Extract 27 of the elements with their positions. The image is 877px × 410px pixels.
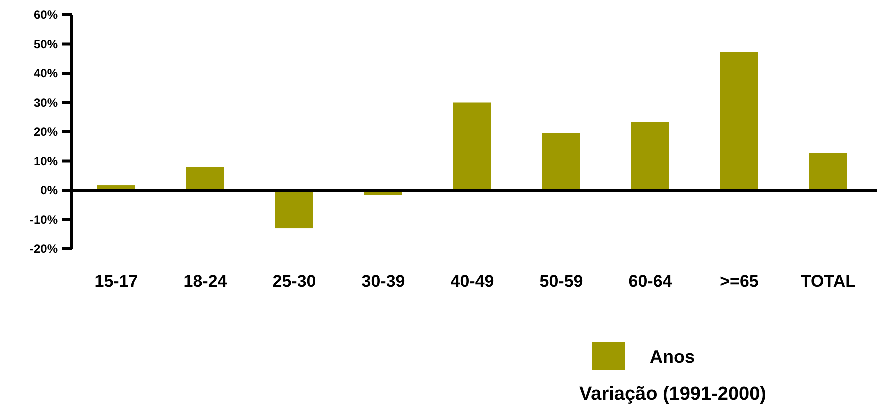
y-tick-label: -20% bbox=[30, 242, 58, 256]
bar bbox=[810, 153, 848, 190]
y-tick-label: -10% bbox=[30, 212, 58, 227]
bar bbox=[632, 122, 670, 190]
x-tick-label: 30-39 bbox=[362, 272, 406, 291]
y-tick-label: 60% bbox=[34, 8, 58, 22]
y-tick-label: 50% bbox=[34, 37, 58, 52]
x-tick-label: 60-64 bbox=[628, 272, 673, 291]
x-tick-label: 50-59 bbox=[540, 272, 584, 291]
bar bbox=[454, 102, 492, 190]
x-tick-label: 40-49 bbox=[450, 272, 494, 291]
y-tick-label: 40% bbox=[34, 66, 58, 81]
x-axis-title: Variação (1991-2000) bbox=[580, 384, 766, 405]
x-tick-label: 18-24 bbox=[184, 272, 228, 291]
bar bbox=[276, 190, 314, 229]
y-tick-label: 30% bbox=[34, 96, 58, 110]
y-tick-label: 10% bbox=[34, 154, 58, 168]
bar bbox=[542, 133, 580, 190]
x-tick-label: 25-30 bbox=[272, 272, 316, 291]
bar bbox=[720, 52, 758, 190]
x-tick-label: >=65 bbox=[720, 272, 759, 291]
x-tick-label: 15-17 bbox=[94, 272, 138, 291]
x-tick-label: TOTAL bbox=[800, 272, 856, 291]
y-tick-label: 20% bbox=[34, 125, 58, 140]
legend-label: Anos bbox=[650, 347, 695, 367]
y-tick-label: 0% bbox=[40, 184, 58, 198]
bar bbox=[186, 167, 224, 190]
